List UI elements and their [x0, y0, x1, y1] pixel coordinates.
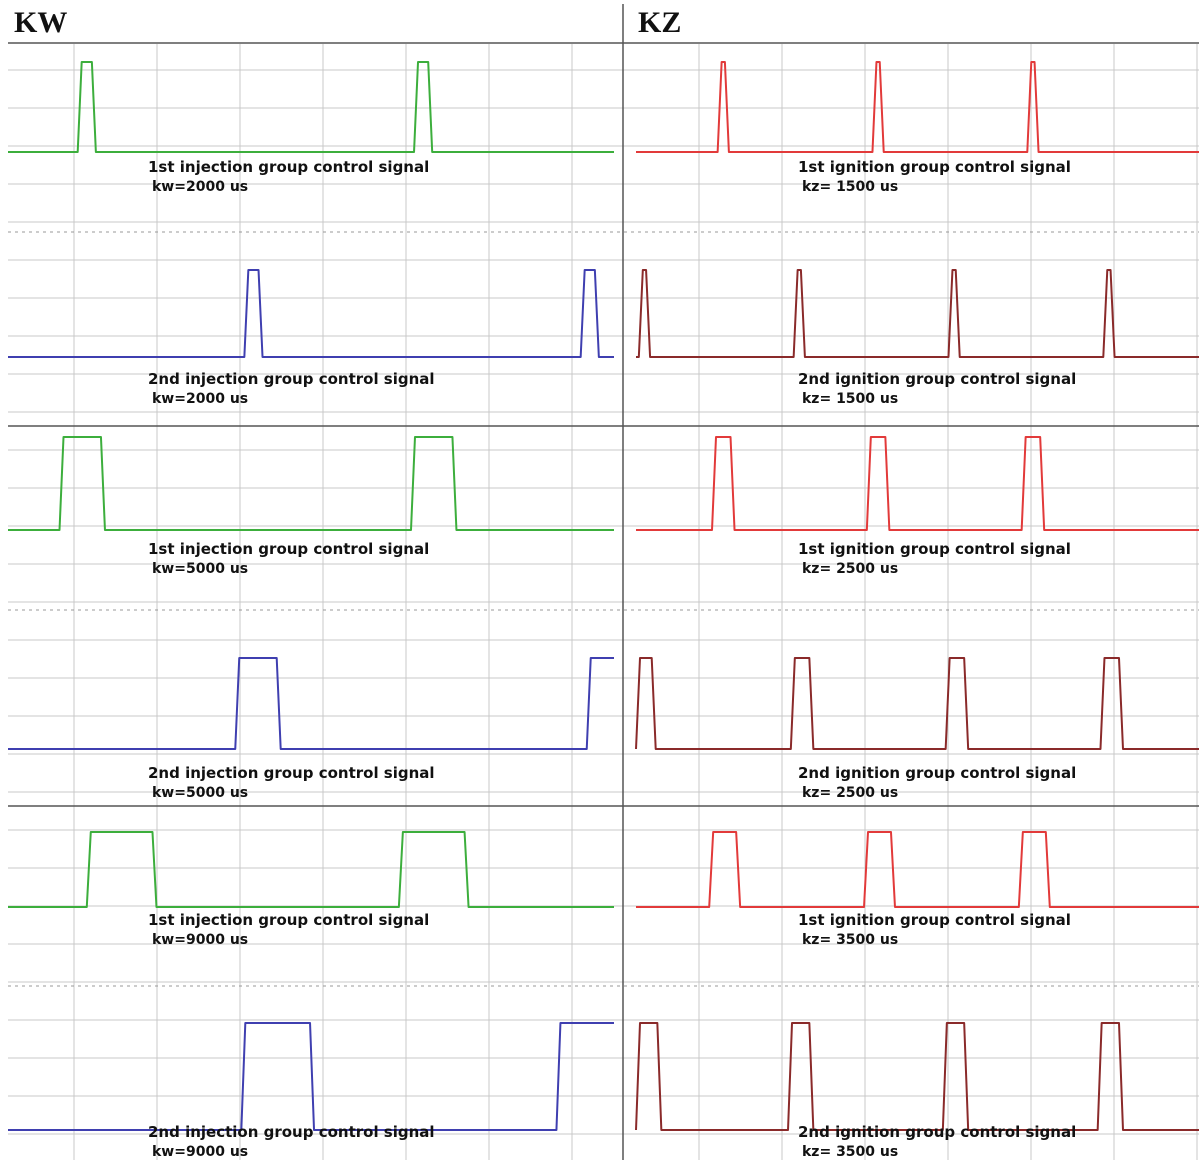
signal-value: kw=2000 us [152, 179, 248, 195]
signal-label: 2nd ignition group control signal [798, 1123, 1076, 1141]
signal-value: kz= 3500 us [802, 1144, 898, 1160]
signal-value: kz= 3500 us [802, 932, 898, 948]
signal-trace-1-1 [636, 269, 1199, 358]
signal-label: 1st injection group control signal [148, 911, 429, 929]
signal-trace-0-1 [8, 269, 614, 358]
signal-value: kz= 2500 us [802, 561, 898, 577]
signal-value: kz= 2500 us [802, 785, 898, 801]
signal-value: kw=2000 us [152, 391, 248, 407]
signal-label: 2nd ignition group control signal [798, 764, 1076, 782]
signal-value: kw=5000 us [152, 785, 248, 801]
signal-value: kz= 1500 us [802, 391, 898, 407]
signal-trace-0-2 [8, 436, 614, 531]
signal-trace-1-4 [636, 831, 1199, 908]
signal-trace-1-2 [636, 436, 1199, 531]
signal-trace-0-0 [8, 61, 614, 153]
signal-label: 2nd injection group control signal [148, 764, 435, 782]
signal-label: 2nd injection group control signal [148, 370, 435, 388]
kz-column-heading: KZ [638, 6, 682, 39]
signal-label: 1st injection group control signal [148, 158, 429, 176]
signal-trace-0-4 [8, 831, 614, 908]
signal-trace-1-0 [636, 61, 1199, 153]
signal-label: 1st injection group control signal [148, 540, 429, 558]
signal-label: 2nd ignition group control signal [798, 370, 1076, 388]
signal-value: kz= 1500 us [802, 179, 898, 195]
signal-label: 2nd injection group control signal [148, 1123, 435, 1141]
signal-label: 1st ignition group control signal [798, 540, 1071, 558]
signal-value: kw=5000 us [152, 561, 248, 577]
kw-column-heading: KW [14, 6, 68, 39]
signal-trace-0-5 [8, 1022, 614, 1131]
signal-value: kw=9000 us [152, 932, 248, 948]
signal-value: kw=9000 us [152, 1144, 248, 1160]
signal-label: 1st ignition group control signal [798, 911, 1071, 929]
signal-trace-1-3 [635, 657, 1199, 750]
signal-label: 1st ignition group control signal [798, 158, 1071, 176]
signal-trace-1-5 [635, 1022, 1199, 1131]
signal-trace-0-3 [8, 657, 614, 750]
